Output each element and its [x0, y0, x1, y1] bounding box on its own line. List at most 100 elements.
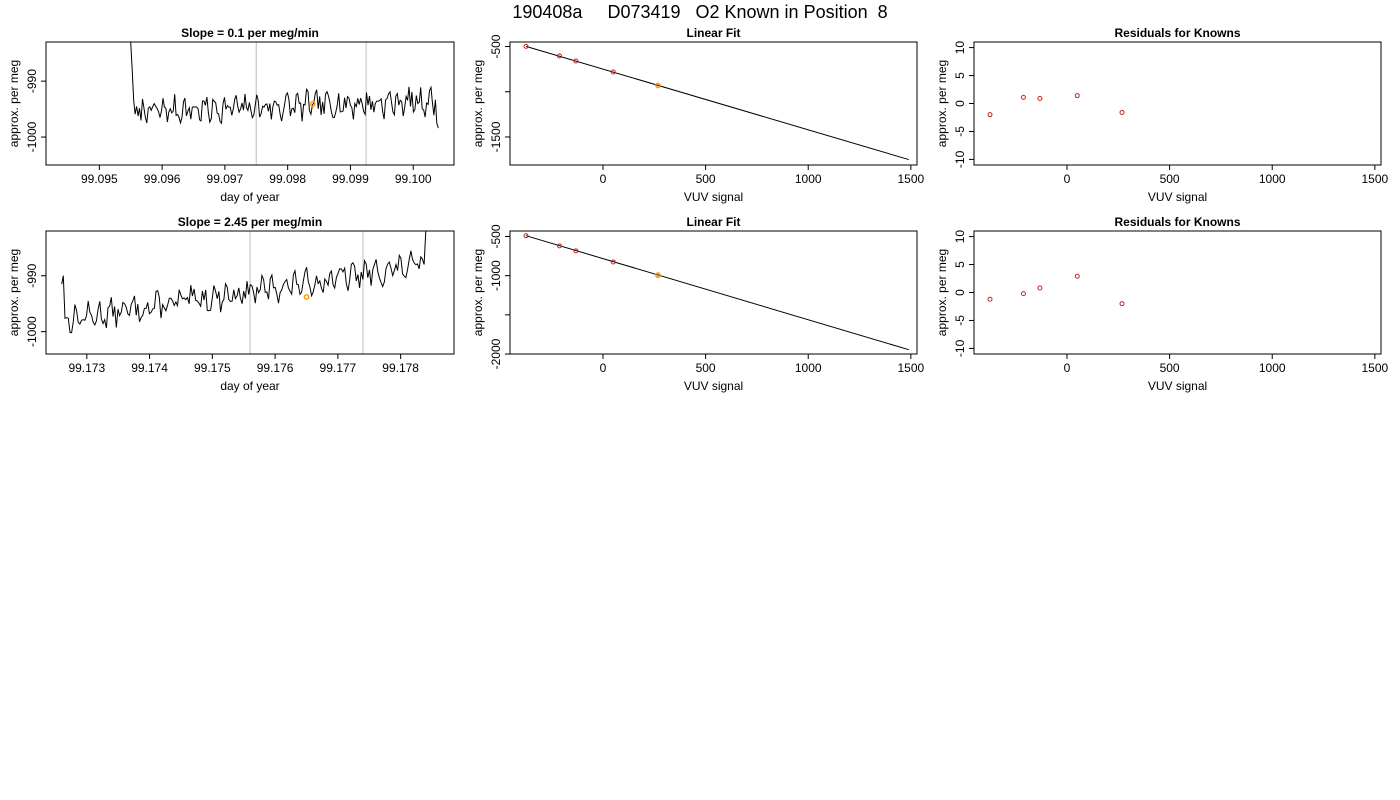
plot-area — [987, 273, 1125, 307]
data-point — [987, 112, 993, 118]
data-point — [523, 43, 529, 49]
y-tick-label: 10 — [953, 230, 967, 244]
y-tick-label: 0 — [953, 100, 967, 107]
x-axis-label: VUV signal — [1148, 190, 1207, 204]
x-tick-label: 1000 — [1259, 172, 1286, 186]
plot-frame — [973, 41, 1382, 166]
x-tick-label: 99.095 — [81, 172, 118, 186]
data-point — [1037, 95, 1043, 101]
plot-frame — [509, 230, 918, 355]
y-axis-label: approx. per meg — [471, 249, 485, 336]
x-tick-label: 99.100 — [395, 172, 432, 186]
y-tick-label: -1000 — [489, 260, 503, 291]
data-point — [556, 53, 562, 59]
y-axis-label: approx. per meg — [7, 249, 21, 336]
x-tick-label: 99.176 — [257, 361, 294, 375]
x-tick-label: 1000 — [795, 172, 822, 186]
highlight-point — [655, 272, 661, 279]
y-tick-label: -2000 — [489, 338, 503, 369]
y-tick-label: -5 — [953, 126, 967, 137]
y-tick-label: 0 — [953, 289, 967, 296]
x-tick-label: 99.098 — [269, 172, 306, 186]
data-point — [610, 259, 616, 265]
chart-title: Slope = 0.1 per meg/min — [181, 26, 319, 40]
plot-area — [523, 43, 909, 161]
plot-area — [523, 233, 909, 351]
y-tick-label: 5 — [953, 72, 967, 79]
data-point — [573, 58, 579, 64]
chart-fit2: Linear Fit 0 500 1000 1500 -2000 -1000 -500 VUV … — [471, 215, 925, 393]
y-axis-label: approx. per meg — [471, 60, 485, 147]
plot-frame — [45, 230, 455, 355]
chart-title: Linear Fit — [686, 215, 740, 229]
y-tick-label: -500 — [489, 224, 503, 248]
y-tick-label: -1000 — [25, 121, 39, 152]
chart-fit1: Linear Fit 0 500 1000 1500 -1500 -500 VUV signa… — [471, 26, 925, 204]
x-tick-label: 99.096 — [144, 172, 181, 186]
y-tick-label: 5 — [953, 261, 967, 268]
chart-title: Linear Fit — [686, 26, 740, 40]
data-series-line — [130, 42, 439, 129]
highlight-point — [303, 294, 310, 300]
y-tick-label: -10 — [953, 150, 967, 168]
plot-area — [130, 42, 439, 165]
x-tick-label: 500 — [696, 361, 716, 375]
x-axis-label: day of year — [220, 379, 279, 393]
y-axis-label: approx. per meg — [935, 60, 949, 147]
y-tick-label: -10 — [953, 339, 967, 357]
x-axis-label: VUV signal — [684, 190, 743, 204]
data-series-line — [61, 231, 427, 334]
y-tick-label: -5 — [953, 315, 967, 326]
x-axis-label: day of year — [220, 190, 279, 204]
data-point — [523, 233, 529, 239]
y-axis-label: approx. per meg — [7, 60, 21, 147]
data-point — [987, 296, 993, 302]
plot-area — [987, 93, 1125, 118]
y-tick-label: -1500 — [489, 121, 503, 152]
chart-ts2: Slope = 2.45 per meg/min 99.173 99.174 99.1… — [7, 215, 455, 393]
y-tick-label: -500 — [489, 34, 503, 58]
y-tick-label: -990 — [25, 263, 39, 287]
data-point — [1074, 93, 1080, 99]
x-tick-label: 1000 — [795, 361, 822, 375]
plot-area — [61, 231, 427, 354]
x-axis-label: VUV signal — [684, 379, 743, 393]
x-tick-label: 99.177 — [320, 361, 357, 375]
x-tick-label: 99.175 — [194, 361, 231, 375]
chart-res1: Residuals for Knowns 0 500 1000 1500 -10 -5 0 5 1… — [935, 26, 1389, 204]
chart-title: Residuals for Knowns — [1114, 215, 1240, 229]
data-point — [1037, 285, 1043, 291]
y-tick-label: -990 — [25, 69, 39, 93]
chart-title: Residuals for Knowns — [1114, 26, 1240, 40]
highlight-point — [309, 101, 316, 107]
data-point — [1119, 301, 1125, 307]
page-title: 190408a D073419 O2 Known in Position 8 — [512, 2, 888, 22]
x-tick-label: 1500 — [1361, 172, 1388, 186]
chart-title: Slope = 2.45 per meg/min — [178, 215, 322, 229]
plot-frame — [45, 41, 455, 166]
x-tick-label: 0 — [1064, 172, 1071, 186]
data-point — [1020, 291, 1026, 297]
y-tick-label: -1000 — [25, 316, 39, 347]
data-point — [610, 69, 616, 75]
y-tick-label: 10 — [953, 41, 967, 55]
plot-frame — [973, 230, 1382, 355]
fit-line — [525, 45, 909, 161]
x-tick-label: 99.178 — [382, 361, 419, 375]
x-tick-label: 1500 — [897, 172, 924, 186]
x-tick-label: 99.099 — [332, 172, 369, 186]
x-tick-label: 99.174 — [131, 361, 168, 375]
x-tick-label: 1000 — [1259, 361, 1286, 375]
data-point — [556, 243, 562, 249]
data-point — [573, 248, 579, 254]
x-tick-label: 0 — [600, 361, 607, 375]
x-tick-label: 500 — [1160, 361, 1180, 375]
x-tick-label: 500 — [1160, 172, 1180, 186]
chart-ts1: Slope = 0.1 per meg/min 99.095 99.096 99.09… — [7, 26, 455, 204]
fit-line — [525, 235, 909, 351]
chart-res2: Residuals for Knowns 0 500 1000 1500 -10 -5 0 5 1… — [935, 215, 1389, 393]
x-tick-label: 1500 — [1361, 361, 1388, 375]
plot-frame — [509, 41, 918, 166]
x-tick-label: 500 — [696, 172, 716, 186]
